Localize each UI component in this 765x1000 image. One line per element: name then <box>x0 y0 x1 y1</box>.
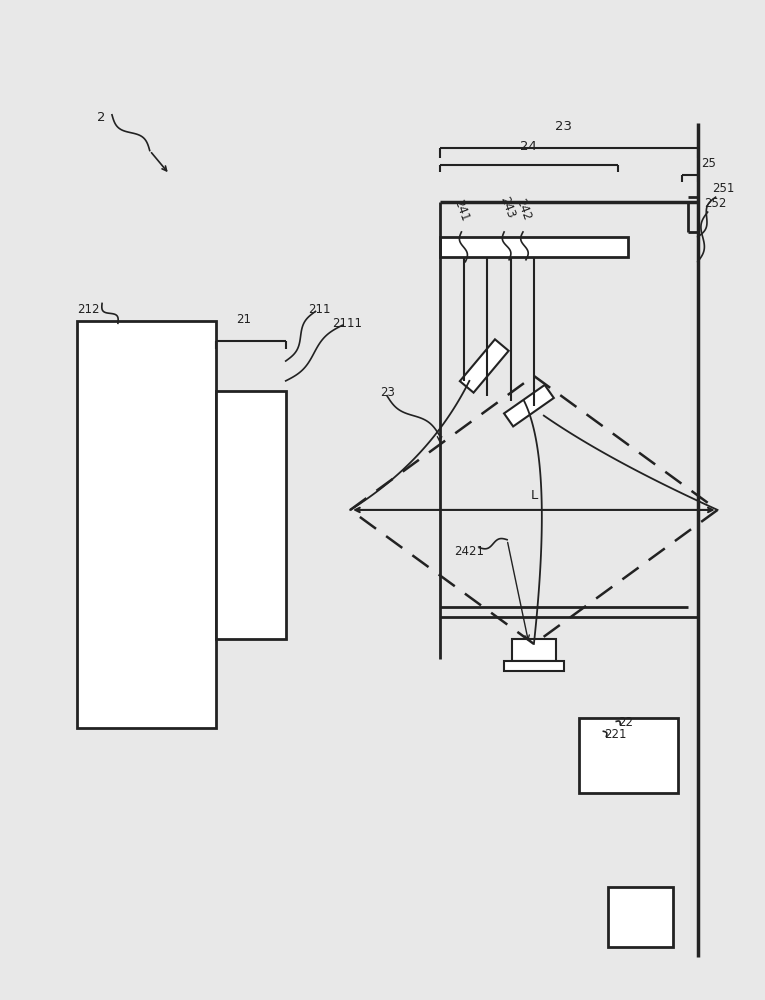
Text: 25: 25 <box>701 157 715 170</box>
Text: 21: 21 <box>236 313 252 326</box>
Text: 23: 23 <box>380 386 395 399</box>
Polygon shape <box>504 385 554 426</box>
Bar <box>578 718 678 793</box>
Text: L: L <box>530 489 538 502</box>
Text: 2421: 2421 <box>454 545 484 558</box>
Text: 221: 221 <box>604 728 627 741</box>
Text: 22: 22 <box>618 716 633 729</box>
Text: 243: 243 <box>497 194 517 220</box>
Text: 23: 23 <box>555 120 572 133</box>
Polygon shape <box>460 339 509 393</box>
Bar <box>77 321 216 728</box>
Text: 251: 251 <box>712 182 735 195</box>
Text: 2111: 2111 <box>332 317 363 330</box>
Bar <box>512 639 555 661</box>
Text: 241: 241 <box>451 197 471 223</box>
Bar <box>608 887 673 947</box>
Text: 242: 242 <box>513 196 533 222</box>
Bar <box>440 237 628 257</box>
Text: 252: 252 <box>704 197 726 210</box>
Text: 211: 211 <box>308 303 331 316</box>
Text: 2: 2 <box>97 111 106 124</box>
Bar <box>216 391 285 639</box>
Bar <box>504 661 564 671</box>
Text: 212: 212 <box>77 303 99 316</box>
Text: 24: 24 <box>520 140 537 153</box>
